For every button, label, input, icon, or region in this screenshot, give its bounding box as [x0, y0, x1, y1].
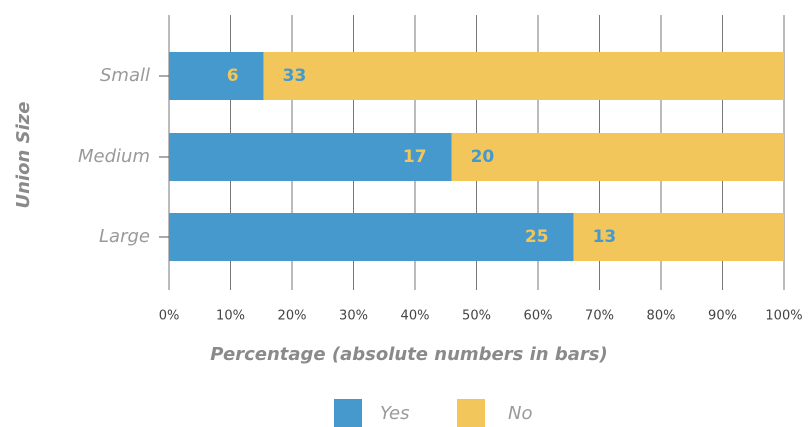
legend-label: Yes: [380, 403, 409, 424]
bar-segment: [451, 133, 784, 181]
value-label: 33: [283, 66, 307, 86]
x-tick-label: 70%: [585, 309, 614, 324]
x-axis-title: Percentage (absolute numbers in bars): [210, 344, 607, 365]
bar-segment: [169, 52, 264, 100]
legend-label: No: [508, 403, 532, 424]
x-tick-label: 0%: [159, 309, 180, 324]
bar-segment: [169, 213, 574, 261]
y-tick-label: Small: [100, 65, 150, 86]
value-label: 6: [227, 66, 239, 86]
x-tick-label: 50%: [462, 309, 491, 324]
value-label: 17: [403, 147, 427, 167]
x-tick-label: 60%: [524, 309, 553, 324]
value-label: 25: [525, 227, 549, 247]
x-tick-label: 100%: [765, 309, 802, 324]
y-axis-title: Union Size: [13, 102, 34, 209]
value-label: 13: [593, 227, 617, 247]
y-tick-label: Medium: [78, 146, 150, 167]
legend-swatch: [457, 399, 485, 427]
x-tick-label: 30%: [339, 309, 368, 324]
x-tick-label: 20%: [278, 309, 307, 324]
x-tick-label: 10%: [216, 309, 245, 324]
bar-segment: [573, 213, 784, 261]
x-tick-label: 40%: [401, 309, 430, 324]
bar-segment: [263, 52, 785, 100]
x-tick-label: 80%: [647, 309, 676, 324]
bar-segment: [169, 133, 452, 181]
value-label: 20: [471, 147, 495, 167]
legend-swatch: [334, 399, 362, 427]
x-tick-label: 90%: [708, 309, 737, 324]
y-tick-label: Large: [99, 226, 150, 247]
